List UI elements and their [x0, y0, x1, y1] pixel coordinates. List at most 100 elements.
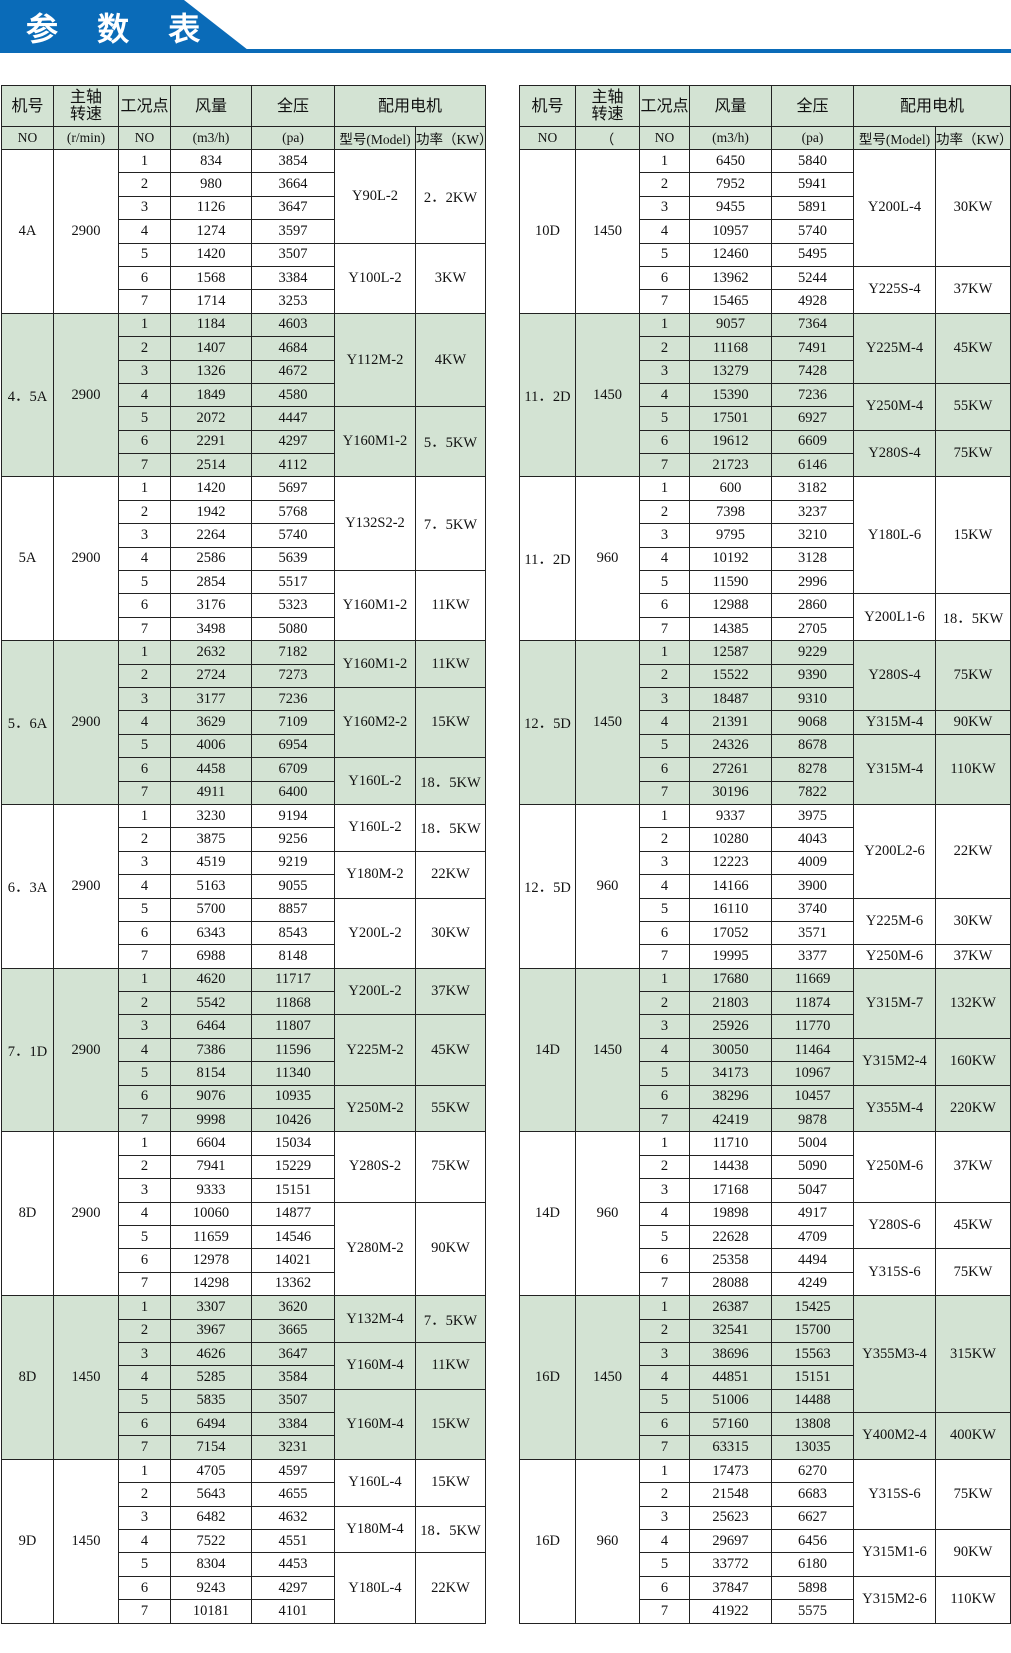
total-pressure: 8543 [251, 920, 335, 946]
air-flow: 6494 [170, 1412, 252, 1437]
operating-point: 3 [639, 686, 690, 712]
total-pressure: 4928 [771, 289, 854, 314]
operating-point: 7 [118, 289, 171, 314]
motor-model: Y180M-2 [334, 850, 416, 899]
total-pressure: 10457 [771, 1084, 854, 1110]
air-flow: 17501 [689, 406, 772, 431]
table-row: 4 10957 5740 [520, 219, 1011, 244]
operating-point: 2 [639, 172, 690, 197]
operating-point: 7 [118, 453, 171, 478]
unit-speed: (r/min) [53, 126, 119, 150]
table-row: 3 13279 7428 [520, 359, 1011, 384]
operating-point: 4 [118, 382, 171, 408]
total-pressure: 7822 [771, 780, 854, 805]
air-flow: 4626 [170, 1341, 252, 1367]
motor-model: Y315S-6 [853, 1248, 936, 1297]
spindle-speed: 2900 [53, 476, 119, 642]
table-row: 7 10181 4101 [2, 1599, 486, 1624]
motor-power: 11KW [414, 640, 487, 688]
total-pressure: 9256 [251, 827, 335, 852]
table-row: 6 9076 10935 Y250M-2 55KW [2, 1084, 487, 1133]
table-row: 5 4006 6954 [2, 733, 486, 759]
header-pressure: 全压 [771, 85, 854, 127]
total-pressure: 3665 [251, 1318, 335, 1343]
total-pressure: 11596 [251, 1037, 335, 1063]
title-banner [0, 0, 1011, 53]
motor-model: Y280M-2 [334, 1201, 416, 1297]
header-point: 工况点 [639, 85, 690, 127]
air-flow: 34173 [689, 1061, 772, 1086]
unit-pressure: (pa) [251, 126, 335, 150]
air-flow: 3875 [170, 827, 252, 852]
motor-power: 400KW [934, 1412, 1011, 1460]
air-flow: 2854 [170, 570, 252, 595]
motor-power: 90KW [414, 1201, 487, 1297]
spindle-speed: 2900 [53, 312, 119, 478]
table-row: 11．2D 1450 1 9057 7364 Y225M-4 45KW [519, 312, 1011, 478]
motor-model: Y225M-4 [853, 312, 936, 384]
total-pressure: 9878 [771, 1108, 854, 1133]
unit-speed: （ [575, 126, 640, 150]
table-row: 5 2072 4447 Y160M1-2 5．5KW [2, 406, 487, 478]
operating-point: 3 [639, 1505, 690, 1531]
total-pressure: 4709 [771, 1224, 854, 1250]
total-pressure: 7491 [771, 336, 854, 361]
air-flow: 27261 [689, 757, 772, 782]
table-row: 2 14438 5090 [520, 1154, 1011, 1180]
operating-point: 1 [118, 312, 171, 338]
air-flow: 25623 [689, 1505, 772, 1531]
air-flow: 10181 [170, 1599, 252, 1624]
table-row: 6 17052 3571 [520, 920, 1011, 946]
total-pressure: 5768 [251, 499, 335, 525]
air-flow: 6604 [170, 1131, 252, 1156]
operating-point: 1 [639, 967, 690, 993]
total-pressure: 5004 [771, 1131, 854, 1156]
total-pressure: 4453 [251, 1552, 335, 1577]
motor-model: Y160L-4 [334, 1458, 416, 1507]
motor-power: 132KW [934, 967, 1011, 1039]
motor-power: 37KW [934, 1131, 1011, 1203]
motor-model: Y160M-4 [334, 1388, 416, 1460]
header-point: 工况点 [118, 85, 171, 127]
motor-model: Y90L-2 [334, 149, 416, 244]
total-pressure: 15151 [771, 1365, 854, 1390]
operating-point: 1 [118, 1458, 171, 1484]
table-row: 2 21803 11874 [520, 991, 1011, 1016]
total-pressure: 3740 [771, 897, 854, 922]
table-row: 9D 1450 1 4705 4597 Y160L-4 15KW [1, 1458, 487, 1624]
air-flow: 30050 [689, 1037, 772, 1063]
total-pressure: 5740 [251, 523, 335, 548]
total-pressure: 5575 [771, 1599, 854, 1624]
total-pressure: 11464 [771, 1037, 854, 1063]
operating-point: 6 [118, 920, 171, 946]
unit-power: 功率（KW） [414, 126, 487, 150]
total-pressure: 15151 [251, 1178, 335, 1203]
total-pressure: 9390 [771, 663, 854, 688]
operating-point: 3 [118, 1014, 171, 1039]
air-flow: 2632 [170, 640, 252, 665]
total-pressure: 4917 [771, 1201, 854, 1226]
operating-point: 5 [118, 1388, 171, 1414]
table-row: 12．5D 1450 1 12587 9229 Y280S-4 75KW [519, 640, 1011, 805]
air-flow: 4620 [170, 967, 252, 993]
table-row: 4 21391 9068 Y315M-4 90KW [520, 710, 1011, 735]
air-flow: 1326 [170, 359, 252, 384]
operating-point: 7 [639, 1271, 690, 1297]
machine-no: 16D [519, 1295, 576, 1460]
total-pressure: 6627 [771, 1505, 854, 1531]
air-flow: 2264 [170, 523, 252, 548]
motor-model: Y180M-4 [334, 1505, 416, 1554]
air-flow: 1407 [170, 336, 252, 361]
motor-model: Y160M1-2 [334, 406, 416, 478]
operating-point: 4 [639, 1037, 690, 1063]
air-flow: 21391 [689, 710, 772, 735]
air-flow: 21803 [689, 991, 772, 1016]
table-row: 5 2854 5517 Y160M1-2 11KW [2, 570, 487, 642]
operating-point: 4 [639, 874, 690, 899]
motor-power: 3KW [414, 242, 487, 314]
air-flow: 1568 [170, 265, 252, 291]
total-pressure: 2996 [771, 570, 854, 595]
parameter-table-left: 机号 主轴转速 工况点 风量 全压 配用电机 NO (r/min) NO (m3/h) (pa) 型号… [1, 85, 487, 1624]
total-pressure: 11340 [251, 1061, 335, 1086]
operating-point: 5 [118, 1224, 171, 1250]
